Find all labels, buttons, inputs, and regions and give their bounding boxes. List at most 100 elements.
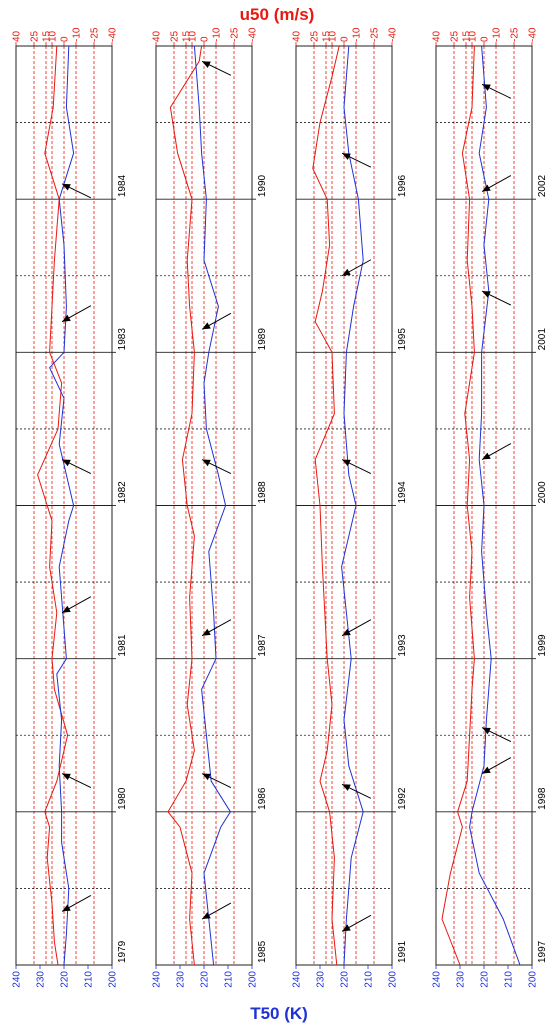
u-tick-label: 15	[322, 30, 333, 42]
year-label: 1992	[397, 787, 408, 810]
u-tick-label: 15	[462, 30, 473, 42]
u-tick-label: -40	[248, 27, 259, 42]
year-label: 1986	[257, 787, 268, 810]
t-tick-label: 220	[200, 971, 211, 988]
t-tick-label: 210	[84, 971, 95, 988]
t-tick-label: 220	[480, 971, 491, 988]
arrow-head	[202, 322, 211, 330]
arrow-head	[342, 784, 351, 791]
arrow-head	[62, 605, 71, 613]
t-tick-label: 210	[224, 971, 235, 988]
t-tick-label: 240	[292, 971, 303, 988]
arrow-head	[342, 924, 351, 932]
u-tick-label: 0	[340, 36, 351, 42]
u-tick-label: -10	[352, 27, 363, 42]
t-tick-label: 240	[432, 971, 443, 988]
year-label: 1998	[537, 787, 548, 810]
u-tick-label: 15	[42, 30, 53, 42]
year-label: 2002	[537, 174, 548, 197]
t-tick-label: 210	[364, 971, 375, 988]
year-label: 1983	[117, 328, 128, 351]
u-tick-label: 40	[432, 30, 443, 42]
u50-series-line	[312, 45, 340, 966]
u-tick-label: 40	[12, 30, 23, 42]
year-label: 1997	[537, 940, 548, 963]
year-label: 1980	[117, 787, 128, 810]
year-label: 1996	[397, 174, 408, 197]
u-tick-label: 10	[48, 30, 59, 42]
arrow-head	[202, 912, 211, 920]
t50-series-line	[49, 45, 75, 966]
u-tick-label: -25	[230, 27, 241, 42]
year-label: 1979	[117, 940, 128, 963]
arrow-head	[62, 459, 71, 467]
u50-series-line	[441, 45, 475, 966]
t-tick-label: 240	[152, 971, 163, 988]
year-label: 1991	[397, 940, 408, 963]
year-label: 1989	[257, 328, 268, 351]
arrow-head	[202, 628, 211, 636]
arrow-head	[62, 904, 71, 912]
t-tick-label: 220	[60, 971, 71, 988]
u-tick-label: 25	[30, 30, 41, 42]
u-tick-label: -10	[492, 27, 503, 42]
t-tick-label: 230	[316, 971, 327, 988]
u-tick-label: 15	[182, 30, 193, 42]
u-tick-label: -40	[528, 27, 539, 42]
year-label: 1981	[117, 634, 128, 657]
arrow-head	[342, 628, 351, 636]
u-tick-label: -25	[370, 27, 381, 42]
t-tick-label: 230	[36, 971, 47, 988]
arrow-head	[482, 184, 491, 192]
t-tick-label: 200	[248, 971, 259, 988]
u-tick-label: 0	[60, 36, 71, 42]
u-tick-label: -10	[212, 27, 223, 42]
top-axis-label: u50 (m/s)	[240, 5, 315, 24]
year-label: 1988	[257, 481, 268, 504]
u-tick-label: 40	[152, 30, 163, 42]
t-tick-label: 210	[504, 971, 515, 988]
u-tick-label: 10	[328, 30, 339, 42]
u-tick-label: -25	[90, 27, 101, 42]
u-tick-label: -25	[510, 27, 521, 42]
arrow-head	[202, 459, 211, 467]
arrow-head	[62, 314, 71, 322]
u-tick-label: -40	[108, 27, 119, 42]
arrow-head	[342, 459, 351, 467]
arrow-head	[202, 61, 211, 68]
t-tick-label: 200	[108, 971, 119, 988]
bottom-axis-label: T50 (K)	[250, 1004, 308, 1023]
year-label: 1995	[397, 328, 408, 351]
u-tick-label: 0	[200, 36, 211, 42]
arrow-head	[62, 183, 71, 191]
t-tick-label: 240	[12, 971, 23, 988]
arrow-head	[342, 153, 351, 160]
year-label: 1990	[257, 174, 268, 197]
arrow-head	[482, 452, 491, 460]
u-tick-label: 10	[188, 30, 199, 42]
arrow-head	[482, 291, 491, 298]
arrow-head	[342, 268, 351, 276]
arrow-head	[482, 727, 491, 735]
u-tick-label: -10	[72, 27, 83, 42]
t-tick-label: 230	[456, 971, 467, 988]
t-tick-label: 200	[388, 971, 399, 988]
u-tick-label: 40	[292, 30, 303, 42]
t-tick-label: 230	[176, 971, 187, 988]
year-label: 1985	[257, 940, 268, 963]
u-tick-label: 25	[170, 30, 181, 42]
arrow-head	[482, 766, 491, 774]
year-label: 2001	[537, 328, 548, 351]
u50-series-line	[37, 45, 69, 966]
arrow-head	[202, 773, 211, 781]
year-label: 1982	[117, 481, 128, 504]
year-label: 1993	[397, 634, 408, 657]
u-tick-label: 0	[480, 36, 491, 42]
u50-series-line	[167, 45, 203, 966]
u-tick-label: -40	[388, 27, 399, 42]
year-label: 1999	[537, 634, 548, 657]
